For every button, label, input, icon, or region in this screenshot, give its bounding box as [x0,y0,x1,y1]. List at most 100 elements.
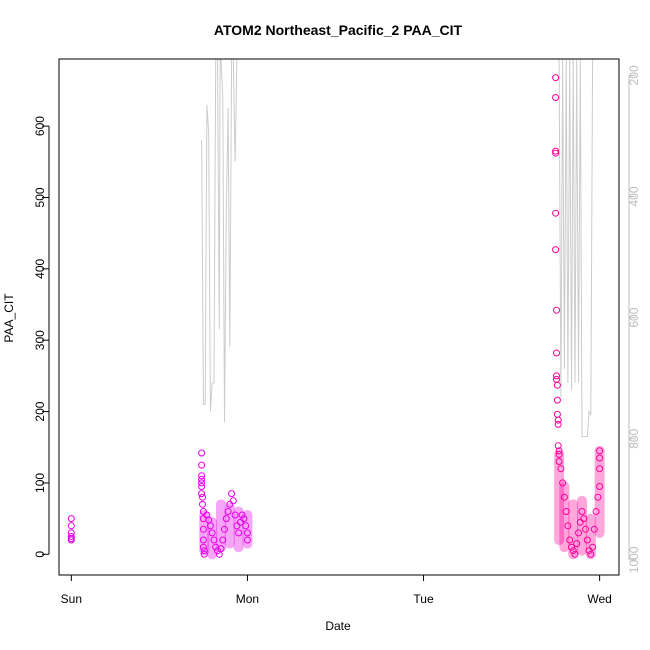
data-point [214,547,221,555]
x-tick-label: Tue [413,592,434,606]
data-point [554,442,562,450]
data-point [200,547,208,555]
data-point [199,536,207,544]
right-axis-tick-label: 800 [627,428,641,448]
data-point [238,511,246,519]
data-point [571,550,579,558]
right-axis-tick-label: 600 [627,307,641,327]
data-point [240,515,248,523]
data-point [208,529,216,537]
right-axis-tick-label: 400 [627,186,641,206]
data-point [553,381,561,389]
data-point [552,246,560,254]
data-point [222,515,230,523]
data-point [199,543,207,551]
data-point [552,74,560,82]
right-axis-tick-label: 200 [627,65,641,85]
data-point [585,547,593,555]
y-tick-label: 300 [33,330,47,350]
data-point [198,472,206,480]
data-point [557,465,565,473]
x-tick-label: Wed [587,592,611,606]
data-point [594,493,602,501]
data-point [575,529,582,537]
data-point [554,416,562,424]
data-point [587,550,595,558]
axes: 0 100 200 300 400 500 600 Sun Mon Tue Wed 200 400 600… [33,58,641,606]
data-point [199,493,206,501]
y-tick-label: 200 [33,401,47,421]
data-point [576,518,584,526]
data-point [67,522,75,530]
data-point [210,536,218,544]
data-point [569,547,577,555]
y-tick-label: 0 [33,551,47,558]
data-point [198,449,206,457]
data-point [554,420,562,428]
data-point [552,147,560,155]
data-point [235,529,243,537]
data-point [596,454,604,462]
data-point [198,490,206,498]
data-point [219,536,227,544]
data-point [590,525,598,533]
data-point [596,447,604,455]
data-point [555,447,563,455]
data-point [199,500,206,508]
plot-area [67,59,605,560]
data-point [596,483,604,490]
data-point [217,545,225,553]
data-point [221,525,228,533]
data-point [199,508,207,515]
data-point [589,543,597,551]
y-tick-label: 500 [33,187,47,207]
x-tick-label: Sun [61,592,82,606]
data-point [555,458,563,465]
data-point [578,508,586,515]
data-point [198,461,206,469]
x-tick-label: Mon [236,592,259,606]
data-point [568,543,575,551]
data-point [573,540,581,548]
data-point [224,508,232,515]
data-point [553,306,560,314]
plot-inner [67,59,605,560]
point-series-2 [552,74,605,560]
y-tick-label: 600 [33,116,47,136]
data-point [552,94,560,101]
data-point [555,450,563,458]
point-series-1 [67,449,253,560]
data-point [233,522,241,530]
data-point [583,536,591,544]
y-tick-label: 400 [33,258,47,278]
data-point [592,508,600,515]
data-point [199,525,207,533]
data-point [67,536,75,544]
data-point [562,508,570,515]
data-point [200,550,208,558]
data-point [243,536,251,544]
data-point [553,372,560,380]
y-tick-label: 100 [33,473,47,493]
y-axis-title: PAA_CIT [2,293,16,343]
data-point [206,522,214,530]
data-point [596,465,604,473]
data-point [552,209,560,217]
pressure-line [201,59,595,437]
data-point [582,525,589,533]
data-point [226,500,234,508]
data-point [236,518,244,526]
data-point [553,349,560,357]
data-point [566,536,574,544]
data-point [228,490,236,498]
data-point [242,522,250,530]
data-point [553,396,561,404]
data-point [560,493,568,501]
data-point [198,483,206,490]
x-axis-title: Date [325,619,351,633]
data-point [580,515,588,523]
data-point [231,511,239,519]
data-point [67,533,75,540]
